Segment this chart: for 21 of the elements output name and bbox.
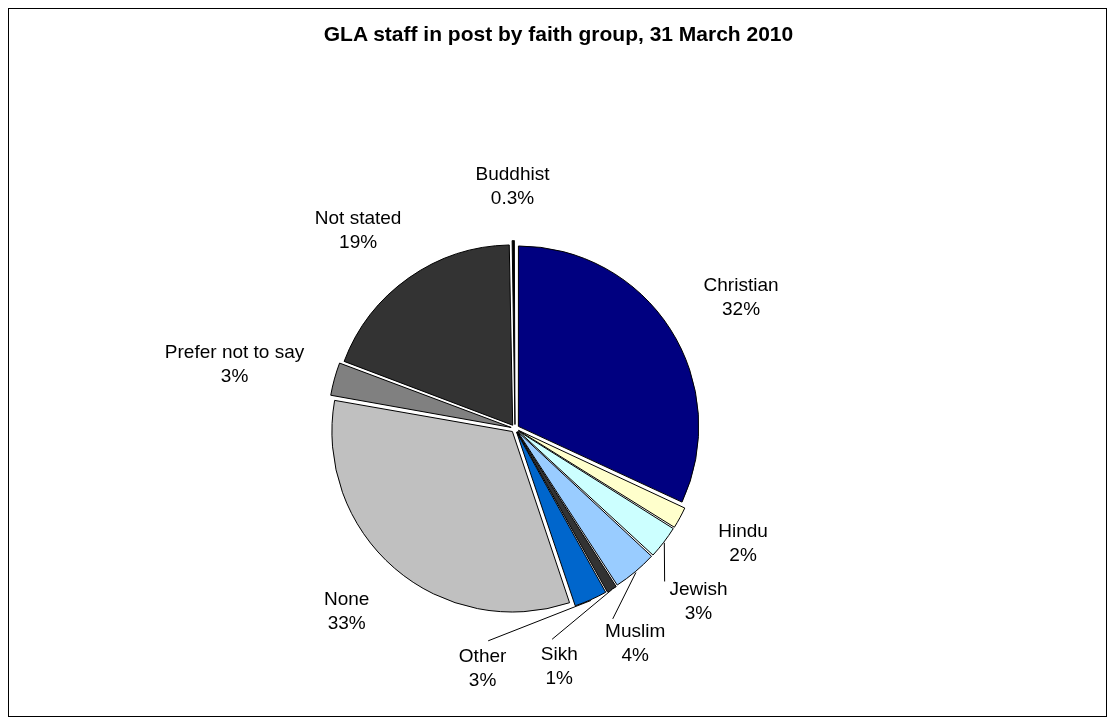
data-label: 3% — [468, 668, 497, 690]
data-label: 33% — [327, 612, 366, 634]
slice-label: Prefer not to say — [164, 340, 305, 362]
slice-label: Other — [458, 644, 508, 666]
data-label: 3% — [684, 601, 713, 623]
data-label: 2% — [729, 544, 757, 565]
slice-label: Jewish — [669, 577, 728, 599]
data-label: 3% — [220, 364, 249, 386]
slice-label: None — [323, 588, 370, 610]
data-label: 4% — [621, 644, 649, 666]
slice-label: Sikh — [540, 643, 578, 665]
slice-label: Not stated — [314, 206, 402, 228]
slice-label: Christian — [703, 274, 779, 296]
data-label: 19% — [339, 230, 378, 252]
data-label: 0.3% — [490, 186, 535, 208]
chart-title: GLA staff in post by faith group, 31 March 2010 — [322, 22, 795, 46]
data-label: 32% — [722, 298, 761, 320]
slice-label: Buddhist — [475, 162, 551, 184]
slice-label: Muslim — [605, 620, 666, 642]
data-label: 1% — [545, 667, 574, 689]
slice-label: Hindu — [718, 520, 768, 541]
